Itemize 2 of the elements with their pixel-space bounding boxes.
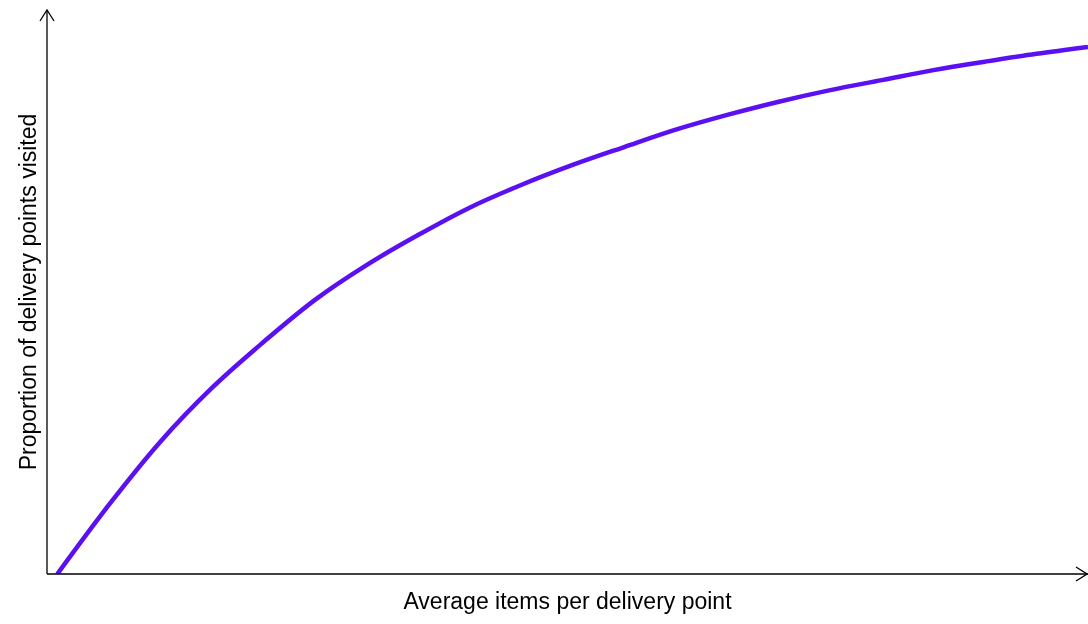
x-axis-title: Average items per delivery point: [402, 588, 733, 615]
y-axis-title: Proportion of delivery points visited: [14, 113, 42, 471]
